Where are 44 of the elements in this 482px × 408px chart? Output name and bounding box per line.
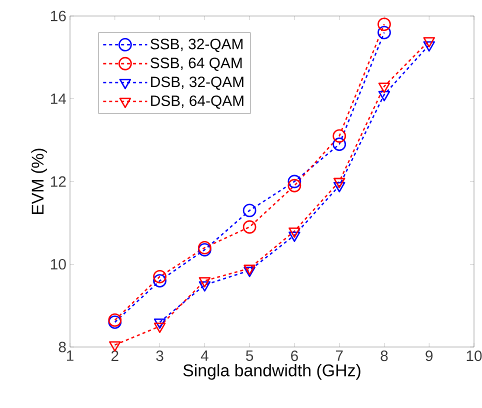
legend-label: DSB, 64-QAM — [151, 95, 244, 109]
point — [378, 26, 391, 40]
point — [242, 220, 256, 234]
y-tick-label: 12 — [51, 176, 66, 187]
point — [288, 227, 300, 238]
x-tick-label: 1 — [66, 350, 74, 361]
point — [198, 277, 211, 288]
x-tick-label: 8 — [380, 350, 388, 362]
point — [108, 341, 121, 352]
point — [378, 18, 391, 31]
point — [154, 322, 166, 334]
legend-label: SSB, 64 QAM — [150, 58, 242, 71]
y-tick-label: 16 — [51, 10, 66, 22]
point — [378, 82, 390, 94]
point — [333, 182, 346, 192]
y-tick-label: 8 — [58, 342, 66, 352]
point — [333, 178, 346, 188]
point — [332, 129, 346, 143]
point — [423, 37, 436, 48]
point — [378, 90, 390, 102]
x-tick-label: 6 — [291, 350, 298, 362]
x-tick-label: 9 — [426, 350, 433, 362]
y-tick-label: 14 — [51, 94, 66, 104]
x-tick-label: 3 — [156, 350, 164, 362]
y-tick-label: 10 — [51, 258, 66, 270]
point — [153, 270, 166, 284]
point — [288, 174, 302, 188]
legend-label: SSB, 32-QAM — [150, 38, 242, 52]
x-tick-label: 4 — [200, 350, 208, 361]
point — [288, 178, 302, 192]
x-tick-label: 5 — [246, 350, 254, 361]
legend-label: DSB, 32-QAM — [151, 76, 244, 90]
x-tick-label: 2 — [111, 350, 118, 361]
point — [288, 232, 300, 242]
x-tick-label: 7 — [336, 350, 343, 361]
point — [198, 281, 211, 292]
point — [332, 138, 346, 151]
x-axis-title: Singla bandwidth (GHz) — [183, 364, 360, 380]
x-tick-label: 10 — [466, 350, 482, 362]
point — [242, 204, 256, 218]
y-axis-title: EVM (%) — [31, 148, 48, 214]
point — [423, 41, 436, 52]
point — [154, 318, 166, 329]
point — [153, 274, 166, 288]
